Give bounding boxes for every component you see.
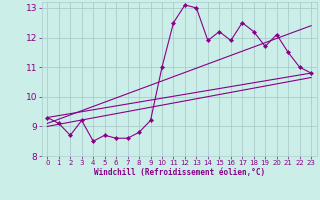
X-axis label: Windchill (Refroidissement éolien,°C): Windchill (Refroidissement éolien,°C) xyxy=(94,168,265,177)
